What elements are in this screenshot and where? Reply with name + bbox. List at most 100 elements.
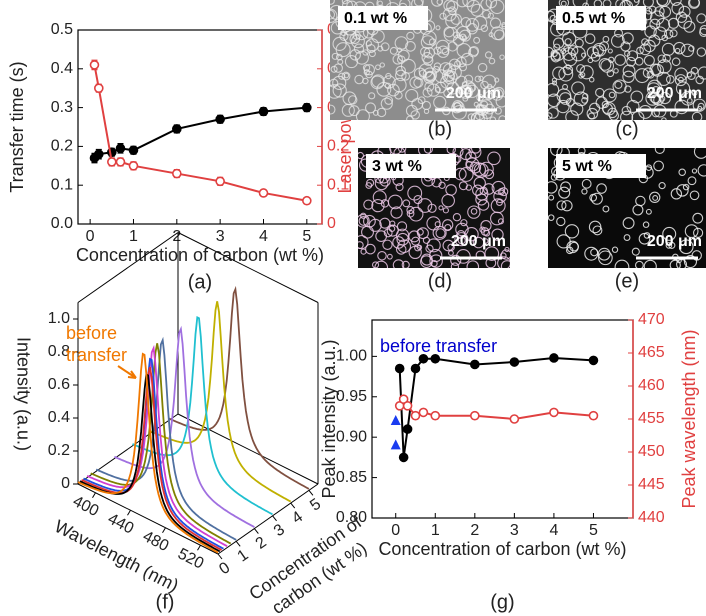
particle <box>348 95 358 105</box>
particle <box>439 12 447 20</box>
particle <box>674 74 687 87</box>
particle <box>420 255 433 268</box>
particle <box>471 162 487 177</box>
particle <box>481 107 493 120</box>
floor-edge <box>217 483 319 555</box>
particle <box>467 0 481 13</box>
y-tick <box>217 553 223 560</box>
particle <box>497 256 510 268</box>
particle <box>450 13 462 25</box>
particle <box>556 216 566 227</box>
particle <box>438 181 446 189</box>
particle <box>552 66 566 80</box>
particle <box>331 52 339 60</box>
marker <box>588 410 599 421</box>
particle <box>474 75 482 83</box>
particle <box>548 107 559 119</box>
particle <box>479 226 486 233</box>
particle <box>435 228 446 239</box>
y-tick <box>308 490 314 496</box>
particle <box>482 183 495 195</box>
particle <box>443 0 456 12</box>
particle <box>556 99 570 114</box>
particle <box>377 0 383 7</box>
particle <box>442 219 454 231</box>
y2-tick-label: 0.1 <box>327 176 349 193</box>
particle <box>653 160 664 172</box>
particle <box>466 260 480 268</box>
particle <box>330 0 335 5</box>
label-box <box>556 154 646 178</box>
particle <box>358 151 365 160</box>
marker <box>172 124 182 134</box>
z-tick-label: 0.4 <box>48 409 70 426</box>
particle <box>362 49 369 56</box>
particle <box>612 79 627 94</box>
particle <box>452 148 464 158</box>
particle <box>435 39 450 54</box>
particle <box>386 253 393 260</box>
y2-tick-label: 455 <box>638 410 665 427</box>
y2-axis-label: Peak wavelength (nm) <box>679 329 699 508</box>
marker <box>172 168 182 179</box>
annotation: before <box>66 323 117 343</box>
particle <box>636 46 644 55</box>
particle <box>610 34 625 48</box>
z-tick-label: 1.0 <box>48 310 70 327</box>
annotation-arrow <box>117 365 137 379</box>
y-tick-label: 0.3 <box>51 99 73 116</box>
particle <box>661 117 667 120</box>
particle <box>621 32 634 45</box>
particle <box>689 190 700 201</box>
particle <box>454 232 469 247</box>
scale-bar-label: 200 μm <box>451 233 506 250</box>
x-tick-label: 5 <box>589 522 598 539</box>
y2-tick-label: 465 <box>638 344 665 361</box>
y-tick <box>235 540 241 547</box>
particle <box>592 225 603 236</box>
marker <box>470 410 480 421</box>
particle <box>624 85 632 93</box>
marker <box>430 353 441 364</box>
particle <box>650 63 664 77</box>
particle <box>589 102 601 114</box>
panel-label: (b) <box>428 118 452 140</box>
particle <box>674 99 690 115</box>
particle <box>396 47 403 53</box>
scale-bar-label: 200 μm <box>647 85 702 102</box>
particle <box>570 46 586 62</box>
particle <box>462 95 469 102</box>
particle <box>670 188 683 200</box>
particle <box>433 62 442 71</box>
particle <box>366 178 375 187</box>
particle <box>371 261 380 268</box>
x-tick-label: 4 <box>259 228 268 245</box>
label-box <box>338 6 428 30</box>
particle <box>447 6 457 16</box>
particle <box>443 88 453 98</box>
particle <box>358 215 369 226</box>
particle <box>390 206 403 219</box>
particle <box>457 236 466 245</box>
particle <box>360 248 367 255</box>
particle <box>473 36 481 44</box>
x-tick-label: 3 <box>510 522 519 539</box>
particle <box>489 116 497 120</box>
particle <box>652 195 659 201</box>
y2-tick-label: 470 <box>638 311 665 328</box>
particle <box>339 31 349 42</box>
particle <box>633 0 640 3</box>
particle <box>358 235 369 250</box>
y-tick-label: 0 <box>216 559 233 578</box>
marker <box>394 363 405 374</box>
y-tick-label: 1 <box>234 546 251 565</box>
x-tick-label: 2 <box>172 228 181 245</box>
particle <box>387 83 400 97</box>
micrograph: 3 wt % 200 μm (d) <box>358 148 510 292</box>
particle <box>644 25 657 38</box>
series-line <box>93 106 307 159</box>
particle <box>384 96 394 105</box>
particle <box>687 0 701 9</box>
y2-tick-label: 440 <box>638 509 665 526</box>
z-tick-label: 0.8 <box>48 343 70 360</box>
